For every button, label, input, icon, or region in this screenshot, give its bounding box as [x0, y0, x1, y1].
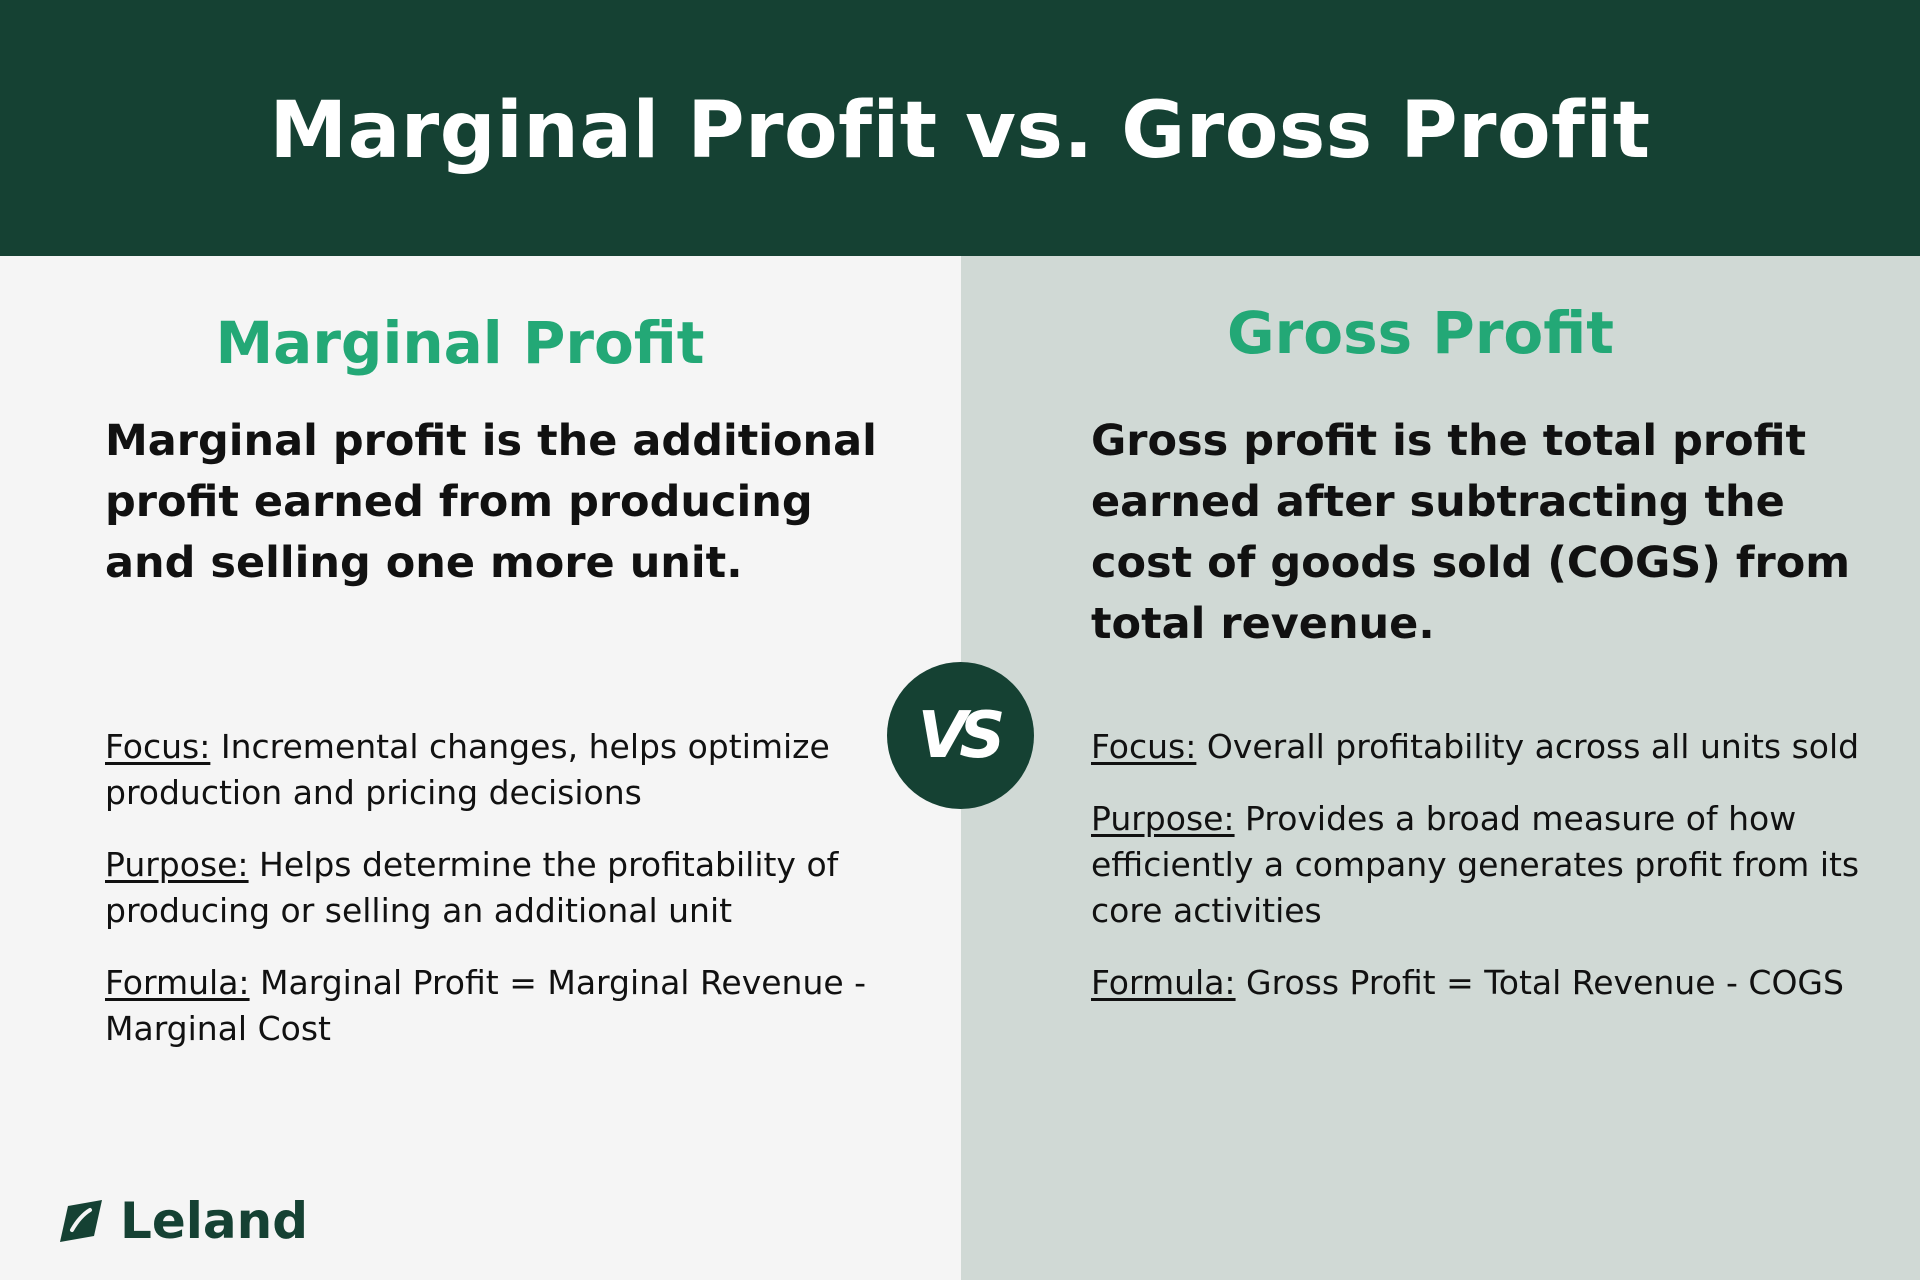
leaf-icon: [60, 1200, 102, 1242]
detail-label: Formula:: [105, 963, 250, 1002]
formula-detail: Formula: Gross Profit = Total Revenue - …: [1091, 960, 1881, 1006]
detail-text: Provides a broad measure of how efficien…: [1091, 799, 1860, 930]
vs-badge: VS: [887, 662, 1034, 809]
detail-text: Gross Profit = Total Revenue - COGS: [1235, 963, 1844, 1002]
purpose-detail: Purpose: Helps determine the profitabili…: [105, 842, 885, 934]
logo-text: Leland: [120, 1192, 309, 1250]
focus-detail: Focus: Overall profitability across all …: [1091, 724, 1881, 770]
leland-logo: Leland: [58, 1196, 308, 1246]
vs-label: VS: [917, 698, 1006, 773]
detail-label: Focus:: [105, 727, 211, 766]
marginal-profit-panel: Marginal Profit Marginal profit is the a…: [0, 256, 961, 1280]
column-details: Focus: Incremental changes, helps optimi…: [105, 724, 885, 1078]
detail-text: Helps determine the profitability of pro…: [105, 845, 839, 930]
gross-profit-panel: Gross Profit Gross profit is the total p…: [961, 256, 1920, 1280]
detail-label: Purpose:: [105, 845, 249, 884]
column-title: Gross Profit: [1227, 299, 1614, 367]
column-definition: Marginal profit is the additional profit…: [105, 416, 877, 588]
page-title: Marginal Profit vs. Gross Profit: [269, 86, 1651, 176]
formula-detail: Formula: Marginal Profit = Marginal Reve…: [105, 960, 885, 1052]
column-details: Focus: Overall profitability across all …: [1091, 724, 1881, 1032]
detail-text: Marginal Profit = Marginal Revenue - Mar…: [105, 963, 867, 1048]
purpose-detail: Purpose: Provides a broad measure of how…: [1091, 796, 1881, 934]
detail-label: Formula:: [1091, 963, 1236, 1002]
header-banner: Marginal Profit vs. Gross Profit: [0, 0, 1920, 256]
detail-label: Purpose:: [1091, 799, 1235, 838]
detail-text: Incremental changes, helps optimize prod…: [105, 727, 830, 812]
column-title: Marginal Profit: [215, 309, 705, 377]
detail-label: Focus:: [1091, 727, 1197, 766]
detail-text: Overall profitability across all units s…: [1196, 727, 1860, 766]
focus-detail: Focus: Incremental changes, helps optimi…: [105, 724, 885, 816]
column-definition: Gross profit is the total profit earned …: [1091, 416, 1851, 649]
